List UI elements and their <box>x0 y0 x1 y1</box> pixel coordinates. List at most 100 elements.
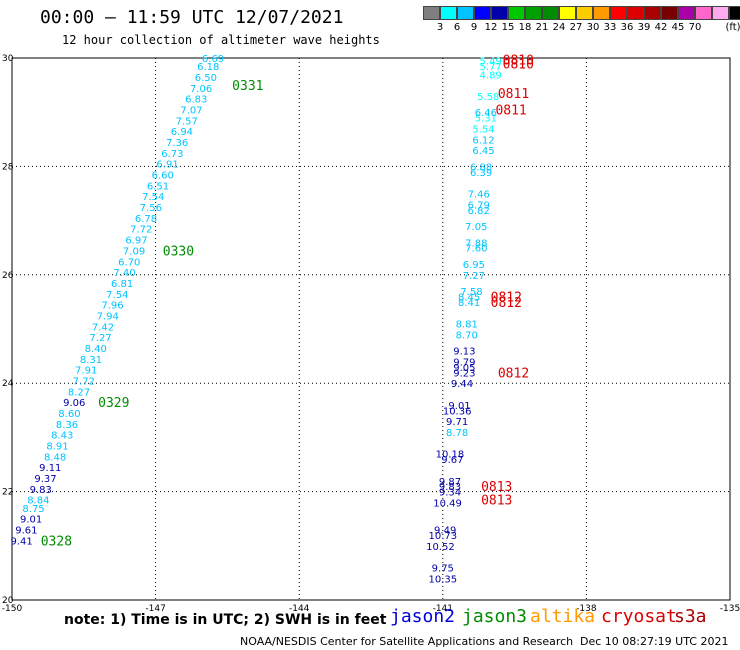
data-label: 7.57 <box>176 116 198 127</box>
data-label: 9.75 <box>432 563 454 574</box>
plot-frame <box>11 57 731 601</box>
colorbar-label: 12 <box>484 22 498 33</box>
colorbar-swatch <box>491 6 508 20</box>
colorbar-label: 15 <box>501 22 515 33</box>
colorbar-label: 39 <box>637 22 651 33</box>
colorbar-label: 30 <box>586 22 600 33</box>
data-label: 8.60 <box>58 409 80 420</box>
footer-timestamp: Dec 10 08:27:19 UTC 2021 <box>580 635 729 648</box>
colorbar-label: 24 <box>552 22 566 33</box>
data-label: 7.42 <box>92 322 114 333</box>
footer-credit: NOAA/NESDIS Center for Satellite Applica… <box>240 635 574 648</box>
data-label: 8.40 <box>85 344 107 355</box>
time-label: 0810 <box>503 54 534 69</box>
data-label: 6.39 <box>470 168 492 179</box>
legend-s3a: s3a <box>674 606 707 627</box>
data-label: 6.46 <box>475 108 497 119</box>
time-label: 0813 <box>481 480 512 495</box>
data-label: 8.70 <box>456 330 478 341</box>
y-tick-label: 28 <box>2 162 14 172</box>
data-label: 7.54 <box>142 192 164 203</box>
data-label: 6.88 <box>470 162 492 173</box>
data-label: 4.89 <box>480 70 502 81</box>
data-label: 10.52 <box>426 542 455 553</box>
data-label: 9.01 <box>20 515 42 526</box>
data-label: 6.18 <box>197 62 219 73</box>
data-label: 7.72 <box>73 376 95 387</box>
data-label: 10.18 <box>436 450 465 461</box>
x-tick-label: -135 <box>720 604 740 614</box>
time-label: 0331 <box>232 79 263 94</box>
colorbar-swatch <box>678 6 695 20</box>
data-label: 10.49 <box>433 498 462 509</box>
data-label: 8.31 <box>80 355 102 366</box>
data-label: 9.37 <box>34 474 56 485</box>
colorbar-label: 70 <box>688 22 702 33</box>
data-label: 9.11 <box>39 463 61 474</box>
colorbar-label: 9 <box>470 22 478 33</box>
colorbar-label: 6 <box>453 22 461 33</box>
data-label: 8.84 <box>27 496 49 507</box>
data-label: 8.75 <box>22 504 44 515</box>
data-label: 9.01 <box>448 401 470 412</box>
colorbar-label: 27 <box>569 22 583 33</box>
colorbar-swatch <box>593 6 610 20</box>
colorbar-swatch <box>508 6 525 20</box>
data-label: 9.44 <box>451 379 473 390</box>
colorbar-swatch <box>627 6 644 20</box>
data-label: 10.35 <box>428 574 457 585</box>
data-label: 7.27 <box>89 333 111 344</box>
data-label: 9.13 <box>453 347 475 358</box>
data-label: 7.91 <box>75 366 97 377</box>
legend-altika: altika <box>530 606 596 627</box>
time-label: 0328 <box>41 534 72 549</box>
data-label: 7.88 <box>465 238 487 249</box>
x-tick-label: -138 <box>576 604 597 614</box>
data-label: 5.31 <box>475 114 497 125</box>
data-label: 7.60 <box>465 244 487 255</box>
x-tick-label: -150 <box>2 604 23 614</box>
data-label: 8.45 <box>458 292 480 303</box>
data-label: 9.79 <box>453 358 475 369</box>
data-label: 7.27 <box>463 271 485 282</box>
data-label: 8.27 <box>68 387 90 398</box>
data-label: 8.91 <box>46 442 68 453</box>
data-label: 9.61 <box>15 526 37 537</box>
data-label: 6.50 <box>195 73 217 84</box>
y-tick-label: 22 <box>2 488 13 498</box>
time-label: 0812 <box>498 366 529 381</box>
colorbar-swatch <box>525 6 542 20</box>
chart-title: 00:00 – 11:59 UTC 12/07/2021 <box>40 7 344 28</box>
data-label: 9.34 <box>439 488 461 499</box>
time-label: 0811 <box>495 103 526 118</box>
legend-cryosat: cryosat <box>601 606 677 627</box>
colorbar-label: 18 <box>518 22 532 33</box>
data-label: 6.51 <box>147 181 169 192</box>
data-label: 5.58 <box>477 92 499 103</box>
data-label: 6.97 <box>125 236 147 247</box>
data-label: 6.45 <box>472 146 494 157</box>
data-label: 6.70 <box>118 257 140 268</box>
colorbar-swatch <box>440 6 457 20</box>
data-label: 7.58 <box>460 287 482 298</box>
colorbar-label: 42 <box>654 22 668 33</box>
legend-jason2: jason2 <box>390 606 456 627</box>
data-label: 7.56 <box>140 203 162 214</box>
data-label: 9.83 <box>439 482 461 493</box>
data-label: 9.41 <box>10 536 32 547</box>
data-label: 6.78 <box>135 214 157 225</box>
data-label: 9.67 <box>441 455 463 466</box>
data-label: 6.79 <box>468 200 490 211</box>
colorbar-swatch <box>457 6 474 20</box>
colorbar-swatch <box>729 6 740 20</box>
colorbar-swatch <box>423 6 440 20</box>
data-label: 8.81 <box>456 320 478 331</box>
colorbar-swatch <box>610 6 627 20</box>
x-tick-label: -141 <box>433 604 453 614</box>
data-label: 8.43 <box>51 431 73 442</box>
data-label: 6.83 <box>185 95 207 106</box>
time-label: 0812 <box>491 296 522 311</box>
colorbar-label: 21 <box>535 22 549 33</box>
data-label: 9.71 <box>446 417 468 428</box>
